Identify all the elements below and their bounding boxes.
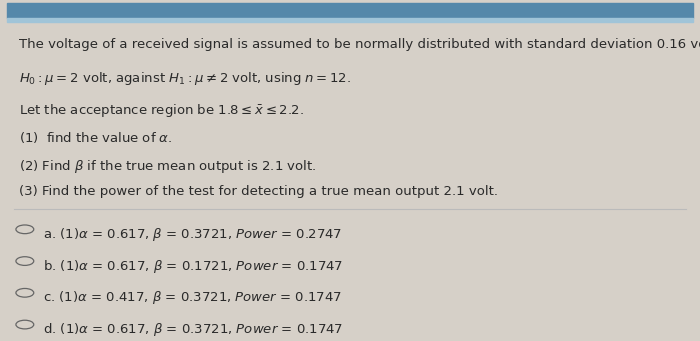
Text: (3) Find the power of the test for detecting a true mean output 2.1 volt.: (3) Find the power of the test for detec…	[20, 185, 498, 198]
Text: c. (1)$\alpha$ = 0.417, $\beta$ = 0.3721, $Power$ = 0.1747: c. (1)$\alpha$ = 0.417, $\beta$ = 0.3721…	[43, 290, 342, 307]
Text: $H_0 : \mu = 2$ volt, against $H_1 : \mu \neq 2$ volt, using $n = 12$.: $H_0 : \mu = 2$ volt, against $H_1 : \mu…	[20, 70, 351, 87]
Text: Let the acceptance region be $1.8 \leq \bar{x} \leq 2.2$.: Let the acceptance region be $1.8 \leq \…	[20, 102, 304, 119]
Text: b. (1)$\alpha$ = 0.617, $\beta$ = 0.1721, $Power$ = 0.1747: b. (1)$\alpha$ = 0.617, $\beta$ = 0.1721…	[43, 258, 343, 275]
Text: (2) Find $\beta$ if the true mean output is 2.1 volt.: (2) Find $\beta$ if the true mean output…	[20, 158, 316, 175]
Text: The voltage of a received signal is assumed to be normally distributed with stan: The voltage of a received signal is assu…	[20, 39, 700, 51]
Text: a. (1)$\alpha$ = 0.617, $\beta$ = 0.3721, $Power$ = 0.2747: a. (1)$\alpha$ = 0.617, $\beta$ = 0.3721…	[43, 226, 342, 243]
Text: (1)  find the value of $\alpha$.: (1) find the value of $\alpha$.	[20, 130, 173, 145]
Bar	[7, 3, 693, 18]
Bar	[7, 18, 693, 23]
Text: d. (1)$\alpha$ = 0.617, $\beta$ = 0.3721, $Power$ = 0.1747: d. (1)$\alpha$ = 0.617, $\beta$ = 0.3721…	[43, 321, 343, 338]
